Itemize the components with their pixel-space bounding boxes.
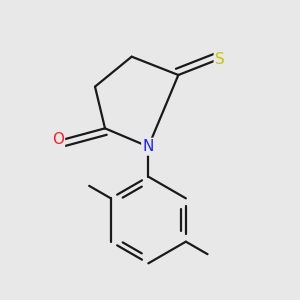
Text: O: O [52, 133, 64, 148]
Text: N: N [142, 139, 154, 154]
Text: S: S [215, 52, 225, 68]
